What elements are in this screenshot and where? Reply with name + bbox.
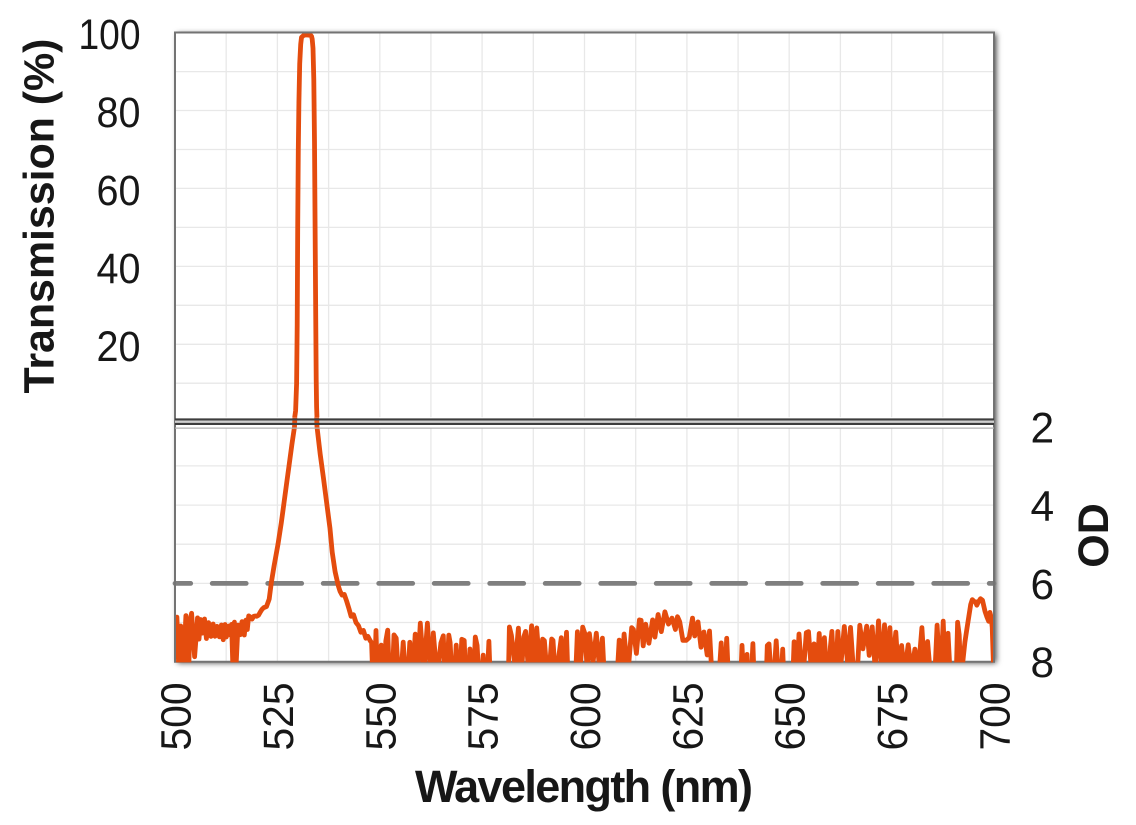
svg-text:575: 575 bbox=[461, 683, 508, 751]
svg-text:OD: OD bbox=[1070, 503, 1118, 568]
svg-text:600: 600 bbox=[563, 683, 610, 751]
svg-text:Transmission (%): Transmission (%) bbox=[16, 39, 64, 394]
svg-text:700: 700 bbox=[973, 683, 1020, 751]
svg-text:625: 625 bbox=[665, 683, 712, 751]
svg-text:4: 4 bbox=[1031, 484, 1055, 531]
svg-text:20: 20 bbox=[97, 324, 141, 371]
svg-text:6: 6 bbox=[1031, 562, 1055, 609]
svg-text:60: 60 bbox=[97, 168, 141, 215]
svg-text:500: 500 bbox=[154, 683, 201, 751]
svg-text:8: 8 bbox=[1031, 640, 1055, 687]
svg-text:2: 2 bbox=[1031, 405, 1055, 452]
svg-text:550: 550 bbox=[358, 683, 405, 751]
svg-text:80: 80 bbox=[97, 90, 141, 137]
svg-text:675: 675 bbox=[870, 683, 917, 751]
svg-text:40: 40 bbox=[97, 246, 141, 293]
svg-text:525: 525 bbox=[256, 683, 303, 751]
svg-text:100: 100 bbox=[79, 12, 141, 59]
svg-text:650: 650 bbox=[768, 683, 815, 751]
svg-text:Wavelength (nm): Wavelength (nm) bbox=[415, 761, 753, 812]
